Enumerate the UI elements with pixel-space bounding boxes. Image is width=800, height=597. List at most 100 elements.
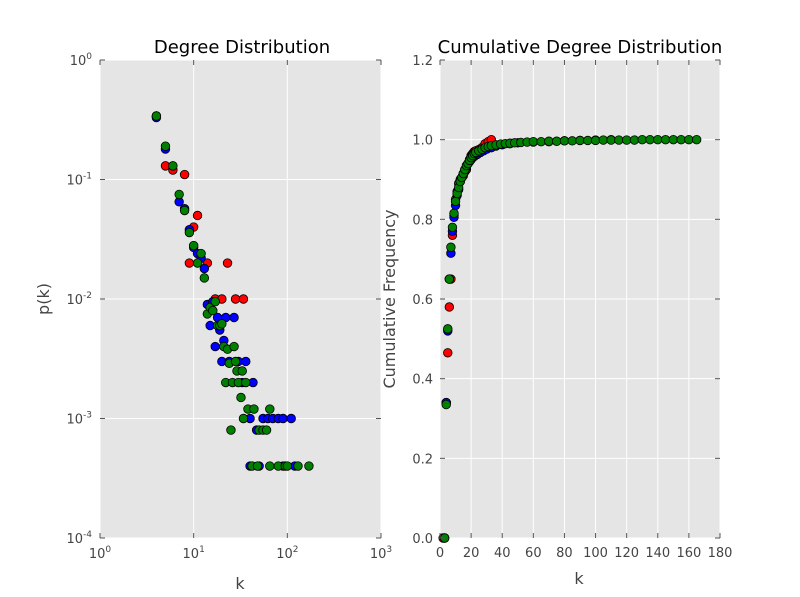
y-tick-label: 0.0 xyxy=(412,532,433,547)
data-point xyxy=(174,189,184,200)
x-tick-label: 40 xyxy=(494,546,511,561)
x-tick-label: 140 xyxy=(645,546,670,561)
data-point xyxy=(684,134,694,145)
y-tick-label: 1.0 xyxy=(412,134,433,149)
data-point xyxy=(236,392,246,403)
x-tick-label: 180 xyxy=(708,546,733,561)
y-tick-label: 100 xyxy=(70,52,93,69)
degree-grid xyxy=(99,59,382,539)
data-point xyxy=(265,404,275,414)
y-tick-label: 0.4 xyxy=(412,373,433,388)
degree-points xyxy=(151,111,314,471)
data-point xyxy=(229,341,239,352)
degree-y-axis-label: p(k) xyxy=(34,283,53,315)
y-tick-label: 0.8 xyxy=(412,213,433,228)
data-point xyxy=(653,134,663,145)
y-tick-label: 0.2 xyxy=(412,452,433,467)
data-point xyxy=(293,461,303,471)
cumulative-y-axis-label: Cumulative Frequency xyxy=(380,209,399,388)
data-point xyxy=(230,294,241,304)
data-point xyxy=(286,413,296,424)
data-point xyxy=(304,461,314,471)
data-point xyxy=(637,134,647,145)
data-point xyxy=(450,196,461,207)
x-tick-label: 102 xyxy=(276,545,298,562)
cumulative-ticks: 0 20 40 60 80 100 120 140 160 180 0.0 0.2 0.4 0.6 0.8 1… xyxy=(412,54,732,561)
x-tick-label: 100 xyxy=(583,546,608,561)
data-point xyxy=(444,302,455,312)
data-point xyxy=(199,263,210,274)
data-point xyxy=(575,135,585,146)
data-point xyxy=(196,248,206,259)
data-point xyxy=(230,356,241,367)
data-point xyxy=(261,425,272,435)
data-point xyxy=(208,305,218,316)
data-point xyxy=(691,134,702,145)
data-point xyxy=(536,136,546,147)
data-point xyxy=(222,258,233,268)
data-point xyxy=(444,274,455,284)
data-point xyxy=(676,134,686,145)
data-point xyxy=(199,273,210,283)
y-tick-label: 10-2 xyxy=(66,291,92,308)
data-point xyxy=(621,135,632,145)
data-point xyxy=(551,136,562,146)
y-tick-label: 10-3 xyxy=(66,411,92,428)
data-point xyxy=(241,377,251,388)
data-point xyxy=(265,461,275,471)
data-point xyxy=(192,258,203,268)
data-point xyxy=(168,161,178,171)
data-point xyxy=(544,136,554,146)
x-tick-label: 120 xyxy=(614,546,639,561)
data-point xyxy=(249,404,259,414)
data-point xyxy=(238,294,249,304)
x-tick-label: 101 xyxy=(183,545,205,562)
x-tick-label: 0 xyxy=(436,546,444,561)
y-tick-label: 0.6 xyxy=(412,293,433,308)
data-point xyxy=(238,413,249,424)
degree-ticks: 100 101 102 103 10-4 10-3 10-2 10-1 100 xyxy=(66,52,392,562)
x-tick-label: 20 xyxy=(463,546,480,561)
cumulative-x-axis-label: k xyxy=(574,569,584,588)
data-point xyxy=(606,135,616,145)
data-point xyxy=(278,413,288,424)
data-point xyxy=(217,319,227,329)
x-tick-label: 160 xyxy=(676,546,701,561)
data-point xyxy=(567,136,577,146)
data-point xyxy=(583,135,593,146)
data-point xyxy=(151,111,162,121)
data-point xyxy=(188,240,199,251)
data-point xyxy=(629,135,640,145)
data-point xyxy=(241,356,251,367)
y-tick-label: 1.2 xyxy=(412,54,433,69)
x-tick-label: 100 xyxy=(89,545,112,562)
data-point xyxy=(660,134,671,145)
data-point xyxy=(192,210,203,221)
data-point xyxy=(179,169,190,180)
data-point xyxy=(210,341,220,352)
data-point xyxy=(447,222,458,233)
data-point xyxy=(184,258,195,268)
degree-distribution-panel: 100 101 102 103 10-4 10-3 10-2 10-1 100 Degree D… xyxy=(34,37,392,593)
data-point xyxy=(179,205,190,216)
degree-chart-title: Degree Distribution xyxy=(154,37,330,58)
data-point xyxy=(210,296,220,307)
data-point xyxy=(668,134,679,145)
data-point xyxy=(184,227,195,238)
data-point xyxy=(614,135,624,145)
data-point xyxy=(443,348,453,358)
data-point xyxy=(441,399,451,410)
x-tick-label: 103 xyxy=(370,545,392,562)
data-point xyxy=(282,461,293,471)
data-point xyxy=(645,134,655,145)
data-point xyxy=(559,136,570,146)
x-tick-label: 80 xyxy=(556,546,573,561)
data-point xyxy=(237,366,247,376)
cumulative-points xyxy=(438,134,702,543)
cumulative-distribution-panel: 0 20 40 60 80 100 120 140 160 180 0.0 0.2 0.4 0.6 0.8 1… xyxy=(380,37,732,588)
data-point xyxy=(446,242,456,252)
data-point xyxy=(443,324,453,334)
y-tick-label: 10-4 xyxy=(66,530,92,547)
data-point xyxy=(449,208,459,219)
